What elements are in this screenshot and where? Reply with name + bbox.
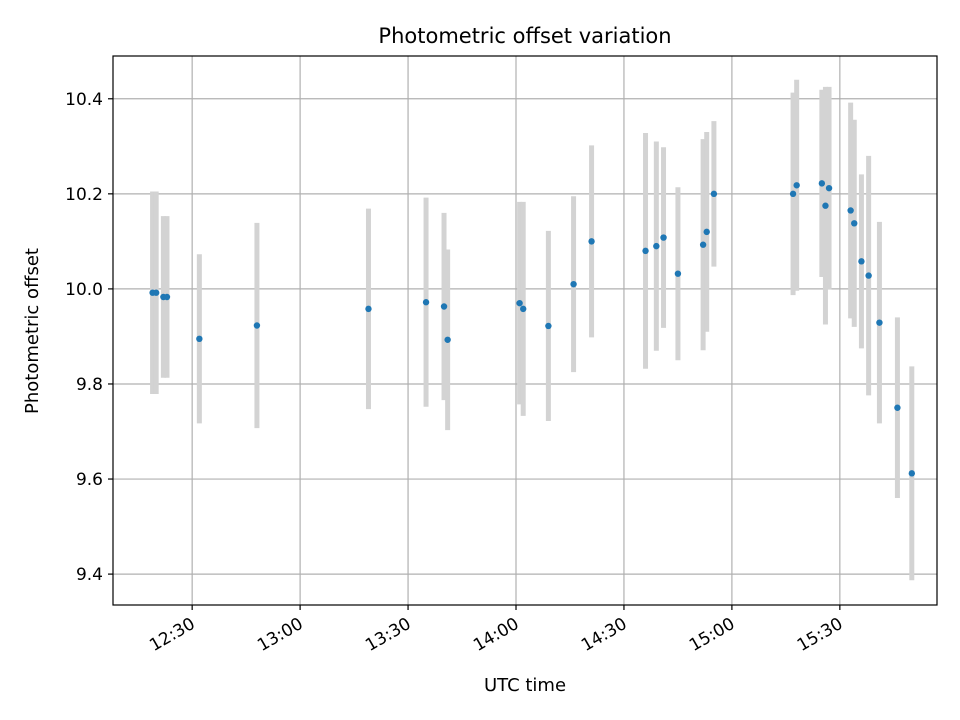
data-point [710, 190, 718, 198]
data-point [876, 319, 883, 326]
data-point [699, 241, 707, 248]
data-point [894, 404, 901, 411]
data-point [865, 272, 872, 279]
data-point [789, 190, 797, 198]
y-tick-label: 9.6 [76, 470, 103, 490]
chart-title: Photometric offset variation [378, 24, 671, 48]
y-axis-label: Photometric offset [22, 248, 43, 414]
data-point [545, 322, 552, 330]
data-point [653, 242, 660, 250]
data-point [440, 303, 448, 310]
data-point [822, 202, 829, 209]
data-point [588, 238, 595, 245]
data-point [163, 293, 171, 301]
data-point [703, 228, 710, 236]
data-point [793, 182, 800, 189]
data-point [825, 184, 833, 192]
data-point [847, 207, 854, 214]
y-tick-label: 10.4 [65, 90, 103, 110]
data-point [365, 305, 372, 313]
data-point [444, 336, 451, 343]
data-point [851, 220, 858, 227]
data-point [422, 299, 430, 306]
data-point [858, 258, 865, 265]
y-tick-label: 9.8 [76, 375, 103, 395]
data-point [570, 280, 577, 288]
plot-frame [112, 55, 938, 606]
data-point [196, 335, 203, 343]
data-point [516, 299, 523, 307]
data-point [908, 470, 916, 477]
data-point [818, 180, 826, 187]
data-point [660, 234, 667, 241]
grid [113, 56, 937, 605]
data-point [674, 270, 682, 277]
data-points [149, 180, 916, 477]
data-point [642, 247, 649, 255]
data-point [152, 289, 160, 296]
y-tick-label: 9.4 [76, 565, 103, 585]
data-point [520, 305, 527, 313]
y-tick-label: 10.0 [65, 280, 103, 300]
y-tick-label: 10.2 [65, 185, 103, 205]
data-point [253, 322, 261, 329]
x-axis-label: UTC time [484, 675, 566, 696]
